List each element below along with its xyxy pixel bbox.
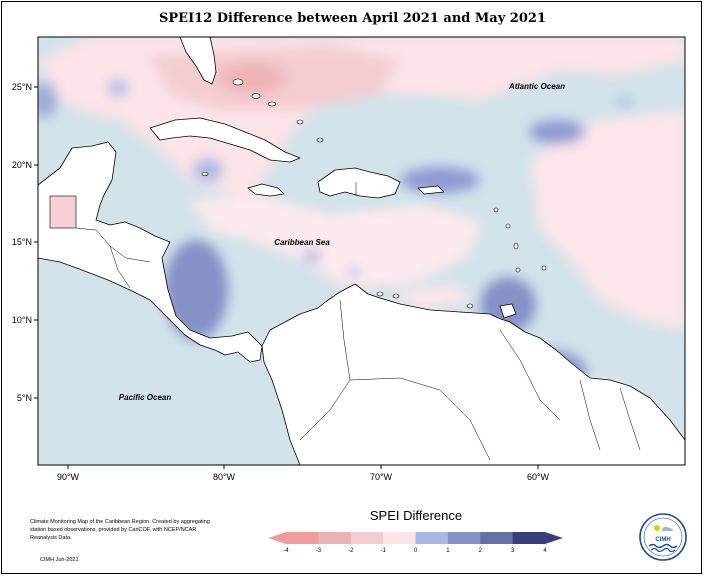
spei-anomaly-field <box>38 37 685 455</box>
blue-caribbean-small <box>302 250 322 262</box>
legend-ticks: -4 -3 -2 -1 0 1 2 3 4 <box>283 548 547 554</box>
land-central-america <box>38 141 263 363</box>
legend-colorbar <box>268 532 563 544</box>
pacific-ocean-label: Pacific Ocean <box>119 393 172 402</box>
credit-text: Climate Monitoring Map of the Caribbean … <box>30 519 210 541</box>
pink-central-caribbean <box>190 195 480 290</box>
land-trinidad <box>499 303 517 319</box>
legend-tick-label: -2 <box>348 548 354 554</box>
legend-swatch <box>350 532 384 544</box>
border-7 <box>619 387 641 451</box>
island-margarita <box>466 303 474 309</box>
legend-swatch <box>383 532 416 544</box>
cloud-icon <box>662 526 673 531</box>
land-hispaniola <box>317 167 401 199</box>
y-tick-label: 5°N <box>17 393 32 403</box>
credit-date: CIMH Jun-2021 <box>40 557 79 563</box>
x-tick-label: 70°W <box>370 472 393 482</box>
land-jamaica <box>247 183 285 197</box>
belize-box <box>49 195 77 229</box>
border-2 <box>109 245 131 289</box>
legend-swatch <box>447 532 481 544</box>
island-bahamas-4 <box>296 119 304 125</box>
logo-inner-ring <box>643 517 683 557</box>
legend-tick-label: -3 <box>316 548 322 554</box>
legend-swatch <box>415 532 449 544</box>
legend-tick-label: -4 <box>283 548 289 554</box>
land-south-america <box>261 283 685 465</box>
blue-cuba-west <box>108 80 128 96</box>
y-tick-label: 15°N <box>12 237 32 247</box>
island-turks <box>316 137 324 143</box>
logo-outer-ring <box>639 513 687 561</box>
small-islands <box>201 78 547 309</box>
legend-swatch <box>480 532 514 544</box>
island-barbados <box>541 265 547 271</box>
legend-tick-label: 2 <box>479 548 483 554</box>
border-5 <box>499 329 561 421</box>
wave-icon <box>648 543 678 549</box>
salmon-core-bahamas <box>218 62 286 94</box>
legend-swatch <box>286 532 319 544</box>
map-frame <box>37 36 686 466</box>
island-lesser-antilles-4 <box>515 267 521 273</box>
legend-title: SPEI Difference <box>370 508 462 523</box>
island-bahamas-1 <box>232 78 244 86</box>
legend-swatch <box>318 532 352 544</box>
legend-tick-label: -1 <box>380 548 386 554</box>
legend-swatch <box>512 532 546 544</box>
y-tick-label: 25°N <box>12 82 32 92</box>
blue-central-america <box>164 240 228 340</box>
caribbean-sea-label: Caribbean Sea <box>274 238 330 247</box>
blue-atlantic-far <box>617 98 633 108</box>
legend-arrow-right <box>545 532 563 544</box>
blue-gulf-west <box>38 82 58 118</box>
x-tick-label: 60°W <box>527 472 550 482</box>
country-borders <box>75 182 641 461</box>
cimh-logo: CIMH <box>638 512 688 562</box>
legend-tick-label: 3 <box>511 548 515 554</box>
island-aruba <box>376 291 384 297</box>
x-tick-label: 80°W <box>213 472 236 482</box>
land-puerto-rico <box>417 185 445 195</box>
legend-tick-label: 4 <box>543 548 547 554</box>
island-lesser-antilles-1 <box>493 207 499 213</box>
island-bahamas-3 <box>267 101 277 107</box>
y-tick-label: 10°N <box>12 315 32 325</box>
island-lesser-antilles-3 <box>513 242 519 250</box>
legend-arrow-left <box>268 532 286 544</box>
pink-venezuela <box>390 285 470 310</box>
y-axis: 25°N 20°N 15°N 10°N 5°N <box>12 82 38 403</box>
blue-caribbean-small-2 <box>348 267 360 277</box>
island-cayman <box>201 172 209 176</box>
atlantic-ocean-label: Atlantic Ocean <box>508 82 565 91</box>
border-4 <box>349 377 491 461</box>
blue-cayman <box>193 158 223 182</box>
island-lesser-antilles-2 <box>505 223 511 229</box>
blue-atlantic-east <box>529 120 585 144</box>
wave-icon <box>650 547 676 553</box>
x-axis: 90°W 80°W 70°W 60°W <box>57 465 550 482</box>
y-tick-label: 20°N <box>12 160 32 170</box>
sun-icon <box>654 525 660 531</box>
border-6 <box>579 379 601 451</box>
map-title: SPEI12 Difference between April 2021 and… <box>159 11 546 26</box>
island-bahamas-2 <box>251 93 261 99</box>
blue-hispaniola-north <box>400 167 480 193</box>
map-area <box>38 37 685 465</box>
island-curacao <box>392 293 400 299</box>
logo-text: CIMH <box>655 537 670 543</box>
legend-tick-label: 1 <box>446 548 450 554</box>
x-tick-label: 90°W <box>57 472 80 482</box>
land-cuba <box>149 117 301 163</box>
land-masses <box>38 37 685 465</box>
cimh-logo-graphic: CIMH <box>639 513 687 561</box>
pink-east-atlantic <box>530 110 685 330</box>
legend-tick-label: 0 <box>414 548 418 554</box>
land-florida <box>179 37 217 85</box>
legend: SPEI Difference -4 -3 -2 -1 0 1 2 3 4 <box>268 508 563 554</box>
